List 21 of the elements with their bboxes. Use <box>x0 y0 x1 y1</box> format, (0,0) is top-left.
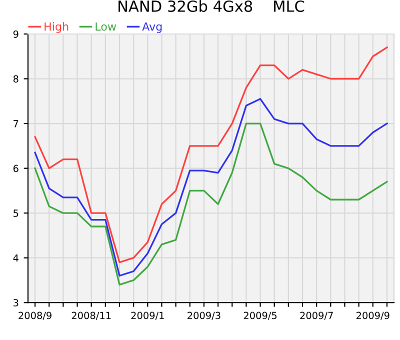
text: High <box>44 22 68 33</box>
line-series <box>34 122 388 286</box>
line-series <box>34 46 388 264</box>
y-tick-label: 3 <box>14 299 18 306</box>
x-tick-label: 2009/3 <box>188 312 220 320</box>
y-tick-label: 4 <box>13 254 18 262</box>
x-tick-label: 2009/7 <box>300 312 333 320</box>
x-tick-label: 2009/1 <box>131 312 164 320</box>
y-tick-label: 6 <box>13 164 18 172</box>
x-tick-label: 2009/9 <box>356 312 390 320</box>
chart-title: NAND 32Gb 4Gx8 MLC <box>118 0 304 12</box>
y-tick-label: 5 <box>14 210 18 217</box>
legend-label: Avg <box>142 22 162 33</box>
y-tick-label: 9 <box>13 30 18 38</box>
y-tick-label: 8 <box>13 75 18 83</box>
x-tick-label: 2008/9 <box>18 312 52 320</box>
x-tick-label: 2009/5 <box>244 312 277 320</box>
y-tick-label: 7 <box>14 120 18 128</box>
line-series <box>34 98 388 277</box>
legend-label: Low <box>96 22 116 31</box>
x-tick-label: 2008/11 <box>72 312 111 320</box>
